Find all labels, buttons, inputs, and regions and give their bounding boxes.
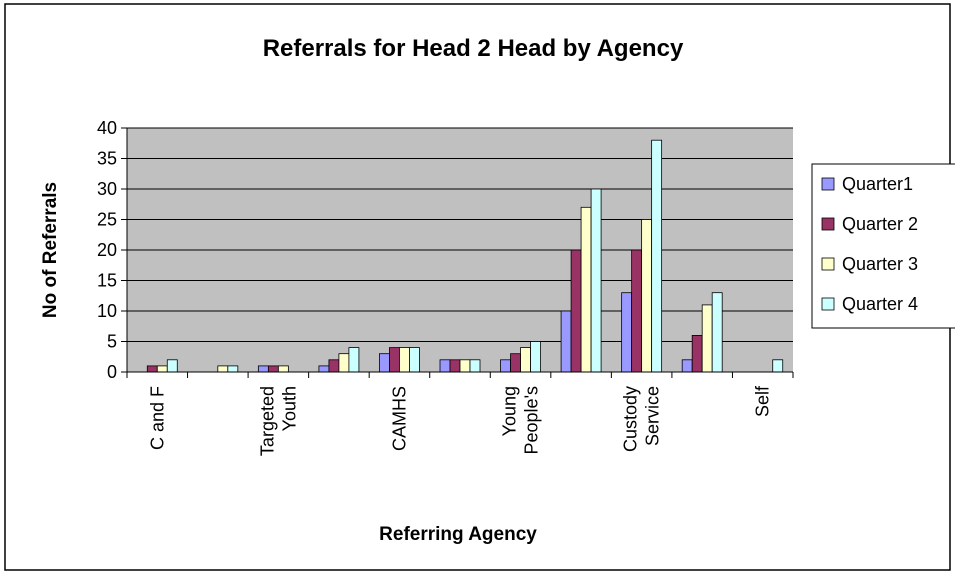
legend-swatch xyxy=(821,297,835,311)
bar-quarter1-8 xyxy=(560,310,572,373)
bar-quarter-3-6 xyxy=(459,359,471,373)
bar-quarter1-6 xyxy=(439,359,451,373)
bar-quarter-3-8 xyxy=(580,206,592,373)
bar-quarter-3-1 xyxy=(156,365,168,373)
bar-quarter-2-5 xyxy=(389,347,400,373)
y-tick-label: 40 xyxy=(97,118,117,138)
bar-quarter-2-6 xyxy=(449,359,461,373)
y-tick-label: 15 xyxy=(97,271,117,291)
bar-quarter-2-1 xyxy=(146,365,158,373)
x-tick-label: CAMHS xyxy=(389,386,409,451)
bar-quarter-2-3 xyxy=(267,365,279,373)
x-tick-label: Youth xyxy=(279,386,299,431)
bar-quarter1-10 xyxy=(681,359,693,373)
y-tick-label: 5 xyxy=(107,332,117,352)
bar-quarter-4-8 xyxy=(590,188,602,373)
bar-quarter-4-9 xyxy=(651,139,663,373)
bar-quarter-4-1 xyxy=(166,359,178,373)
bar-quarter-4-6 xyxy=(469,359,481,373)
bar-quarter-3-9 xyxy=(641,219,653,373)
bar-quarter1-4 xyxy=(318,365,330,373)
bar-quarter-3-4 xyxy=(338,353,350,373)
bar-quarter-4-10 xyxy=(711,292,723,373)
y-tick-labels: 0 5 10 15 20 25 30 35 40 xyxy=(97,118,117,382)
x-tick-label: C and F xyxy=(147,386,167,450)
gridlines xyxy=(121,127,794,378)
legend-label: Quarter 2 xyxy=(842,214,918,234)
bar-quarter-4-5 xyxy=(409,347,420,373)
chart-title: Referrals for Head 2 Head by Agency xyxy=(263,35,684,62)
x-tick-label: People's xyxy=(522,386,542,454)
bar-quarter-4-11 xyxy=(772,359,784,373)
bars xyxy=(146,139,784,373)
bar-quarter-3-2 xyxy=(217,365,229,373)
bar-quarter1-3 xyxy=(257,365,269,373)
bar-quarter-2-9 xyxy=(631,249,643,373)
x-tick-label: Young xyxy=(500,386,520,436)
y-tick-label: 35 xyxy=(97,149,117,169)
y-axis-title: No of Referrals xyxy=(40,182,61,318)
x-tick-label: Service xyxy=(643,386,663,446)
x-tick-label: Self xyxy=(753,385,773,417)
x-axis-title: Referring Agency xyxy=(379,524,537,545)
bar-quarter-4-7 xyxy=(530,341,541,373)
legend-label: Quarter1 xyxy=(842,174,913,194)
bar-quarter-2-4 xyxy=(328,359,340,373)
legend-swatch xyxy=(821,217,835,231)
y-tick-label: 30 xyxy=(97,179,117,199)
x-tick-label: Custody xyxy=(621,386,641,452)
bar-quarter-2-10 xyxy=(691,334,703,373)
y-tick-label: 10 xyxy=(97,301,117,321)
legend-box xyxy=(811,163,955,329)
x-tick-labels: C and F Targeted Youth CAMHS Young People's Cu… xyxy=(147,385,772,456)
bar-quarter1-7 xyxy=(500,359,511,373)
bar-quarter-4-4 xyxy=(348,347,360,373)
x-tick-label: Targeted xyxy=(257,386,277,456)
bar-quarter-3-10 xyxy=(701,304,713,373)
legend-swatch xyxy=(821,177,835,191)
y-tick-label: 0 xyxy=(107,362,117,382)
bar-quarter-3-5 xyxy=(399,347,410,373)
legend: Quarter1 Quarter 2 Quarter 3 Quarter 4 xyxy=(811,163,955,329)
legend-label: Quarter 3 xyxy=(842,254,918,274)
axes xyxy=(126,128,793,373)
bar-quarter1-9 xyxy=(621,292,633,373)
bar-quarter-3-7 xyxy=(520,347,531,373)
bar-quarter-3-3 xyxy=(277,365,289,373)
bar-quarter-2-7 xyxy=(510,353,521,373)
bar-quarter-4-2 xyxy=(227,365,239,373)
legend-swatch xyxy=(821,257,835,271)
bar-quarter1-5 xyxy=(379,353,390,373)
legend-label: Quarter 4 xyxy=(842,294,918,314)
y-tick-label: 25 xyxy=(97,210,117,230)
bar-quarter-2-8 xyxy=(570,249,582,373)
y-tick-label: 20 xyxy=(97,240,117,260)
